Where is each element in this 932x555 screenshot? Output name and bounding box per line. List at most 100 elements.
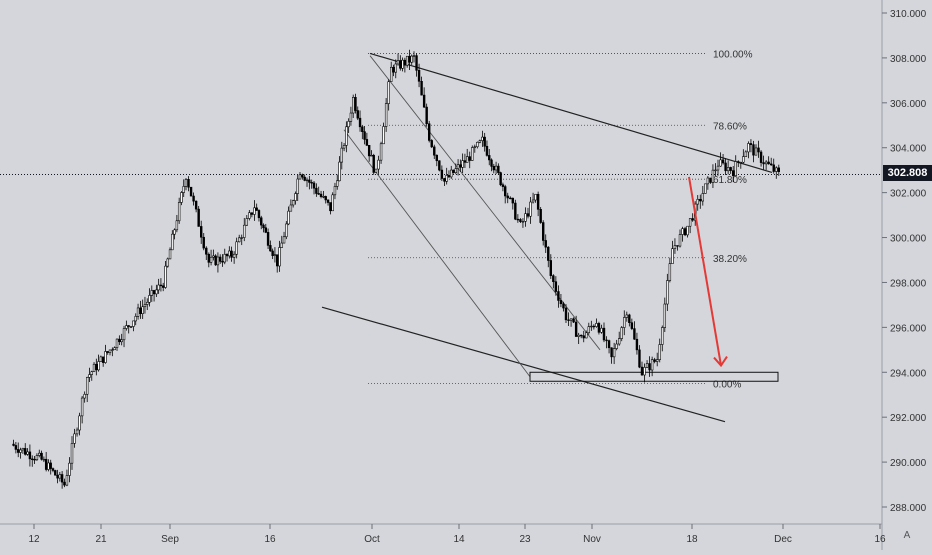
candle-body xyxy=(202,236,205,249)
candle-body xyxy=(209,256,213,263)
x-tick-label: 16 xyxy=(264,534,276,545)
candle-body xyxy=(737,161,740,163)
candle-body xyxy=(162,285,165,288)
candle-body xyxy=(282,236,286,244)
candle-body xyxy=(338,161,341,182)
candle-body xyxy=(287,210,290,225)
candle-body xyxy=(245,218,248,226)
candle-body xyxy=(92,363,96,373)
candle-body xyxy=(628,314,631,323)
candle-body xyxy=(396,60,400,65)
candle-body xyxy=(663,303,667,328)
candle-body xyxy=(420,80,423,96)
candle-body xyxy=(762,162,765,165)
candle-body xyxy=(767,161,770,165)
candle-body xyxy=(49,462,52,469)
candle-body xyxy=(719,159,722,167)
x-tick-label: 23 xyxy=(519,534,531,545)
candle-body xyxy=(438,160,441,171)
candle-body xyxy=(146,301,149,305)
candle-body xyxy=(12,443,15,446)
candle-body xyxy=(408,55,411,63)
candle-body xyxy=(113,347,116,351)
candle-body xyxy=(645,363,649,368)
candle-body xyxy=(301,174,304,178)
candle-body xyxy=(329,202,332,212)
candle-body xyxy=(38,452,41,456)
candle-body xyxy=(136,307,140,317)
candle-body xyxy=(389,66,393,82)
candle-body xyxy=(585,332,588,339)
candle-body xyxy=(620,327,623,339)
candle-body xyxy=(764,161,768,165)
candle-body xyxy=(473,146,476,148)
candle-body xyxy=(452,169,455,173)
candle-body xyxy=(701,193,705,202)
candle-body xyxy=(384,103,388,127)
candle-body xyxy=(465,156,469,163)
candle-body xyxy=(175,220,179,231)
candle-body xyxy=(377,159,380,170)
upper-trend-line xyxy=(369,52,773,174)
candle-body xyxy=(294,193,297,201)
candle-body xyxy=(166,258,169,267)
candle-body xyxy=(569,318,573,321)
candle-body xyxy=(312,182,316,189)
candle-body xyxy=(526,213,530,217)
candle-body xyxy=(192,195,195,202)
candle-body xyxy=(115,338,119,348)
candle-body xyxy=(699,198,702,202)
candle-body xyxy=(70,443,74,464)
auto-scale-button[interactable]: A xyxy=(903,530,911,541)
candle-body xyxy=(17,449,20,453)
candle-body xyxy=(759,151,763,163)
candle-body xyxy=(471,147,474,161)
candle-body xyxy=(607,340,611,349)
candle-body xyxy=(658,344,661,360)
candle-body xyxy=(447,175,451,178)
candle-body xyxy=(221,261,224,263)
candle-body xyxy=(310,182,313,184)
candle-body xyxy=(552,275,555,283)
candle-body xyxy=(638,349,641,368)
candle-body xyxy=(742,156,745,163)
candle-body xyxy=(139,307,142,314)
candle-body xyxy=(559,300,563,305)
candle-body xyxy=(127,325,130,327)
candle-body xyxy=(711,169,715,183)
candle-body xyxy=(572,318,575,323)
candle-body xyxy=(44,458,48,470)
candle-body xyxy=(731,170,735,176)
candle-body xyxy=(365,139,369,146)
candle-body xyxy=(534,193,537,201)
candle-body xyxy=(264,227,267,233)
lower-trend-line xyxy=(321,306,726,423)
candle-body xyxy=(577,334,580,337)
candle-body xyxy=(33,458,36,461)
candle-body xyxy=(197,208,200,227)
candle-body xyxy=(60,474,64,483)
candle-body xyxy=(440,169,444,179)
candle-body xyxy=(336,180,339,187)
candle-body xyxy=(83,393,86,399)
candle-body xyxy=(590,325,593,328)
candle-body xyxy=(99,356,103,362)
candle-body xyxy=(278,247,281,267)
candle-body xyxy=(219,256,222,262)
candle-body xyxy=(392,66,395,73)
candle-body xyxy=(238,237,241,243)
candle-body xyxy=(367,144,371,157)
candle-body xyxy=(374,168,378,173)
candle-body xyxy=(42,458,46,461)
candle-body xyxy=(271,250,274,256)
candle-body xyxy=(207,253,210,263)
candle-body xyxy=(610,347,613,358)
candle-body xyxy=(225,253,229,257)
x-tick-label: 18 xyxy=(686,534,698,545)
candle-body xyxy=(104,351,107,363)
candle-body xyxy=(415,55,418,71)
candle-body xyxy=(749,143,753,145)
candle-body xyxy=(417,70,421,82)
